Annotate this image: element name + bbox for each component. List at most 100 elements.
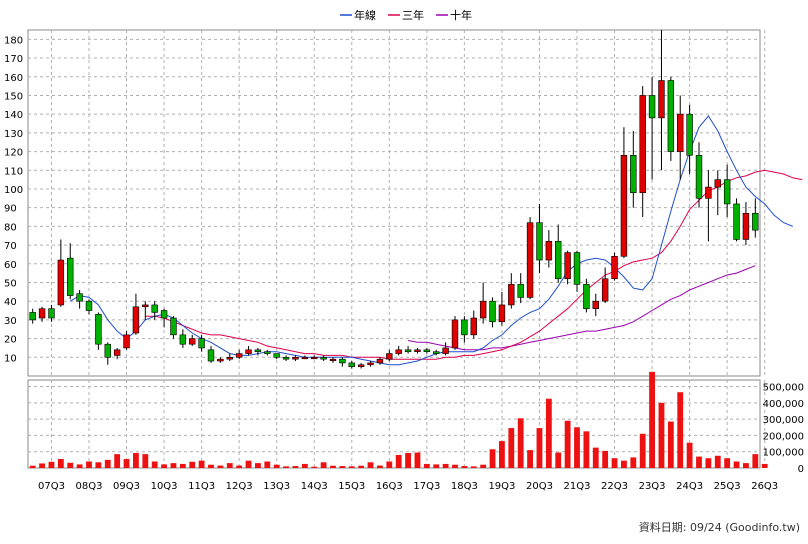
x-tick-label: 07Q3 [38,481,65,492]
candle-body [498,304,506,323]
x-tick-label: 09Q3 [113,481,140,492]
candle-body [376,358,384,364]
candle-body [367,362,374,366]
legend-label: 十年 [450,8,472,22]
candle-body [235,353,243,358]
candle-body [695,155,703,199]
volume-bar [133,453,139,468]
candle-body [555,241,562,280]
volume-tick-label: 200,000 [763,431,804,442]
x-tick-label: 24Q3 [676,481,703,492]
candle-body [329,358,337,361]
volume-bar [527,450,533,468]
legend-label: 年線 [354,8,376,22]
volume-bar [386,461,393,468]
candle-body [461,319,468,336]
volume-bar [564,420,571,468]
price-tick-label: 30 [4,316,17,327]
price-tick-label: 140 [4,110,23,121]
x-tick-label: 12Q3 [226,481,253,492]
volume-bar [161,464,167,468]
volume-tick-label: 500,000 [763,383,804,394]
candle-body [573,252,581,285]
volume-bar [423,463,430,468]
volume-bar [226,463,233,468]
candle-body [677,113,684,152]
candle-body [630,155,637,194]
volume-bar [743,463,749,468]
candle-body [151,304,158,313]
volume-bar [461,466,468,468]
volume-bar [574,427,580,468]
candle-body [479,300,487,319]
volume-tick-label: 300,000 [763,415,804,426]
volume-bar [602,450,609,468]
x-tick-label: 20Q3 [526,481,553,492]
volume-bar [57,459,64,468]
candle-body [170,317,177,336]
candle-body [301,356,309,360]
candle-body [526,222,534,298]
price-tick-label: 160 [4,73,23,84]
ma-3y-line [145,169,803,360]
volume-bar [452,464,458,468]
candle-body [132,306,140,334]
volume-bar [67,462,74,468]
volume-bar [179,463,186,468]
candle-body [386,353,393,360]
x-tick-label: 26Q3 [751,481,778,492]
candle-body [583,284,590,309]
legend-label: 三年 [402,8,424,22]
candle-body [601,278,609,302]
candle-body [714,179,721,188]
x-tick-label: 19Q3 [488,481,515,492]
moving-average-lines [69,115,803,366]
volume-bar [536,428,543,468]
volume-bar [611,458,618,468]
price-tick-label: 80 [4,222,17,233]
x-tick-label: 11Q3 [188,481,215,492]
candle-body [536,222,543,261]
volume-bar [114,454,121,468]
candle-body [686,113,693,156]
candle-body [104,343,111,358]
candle-body [282,356,290,360]
source-label: 資料日期: 09/24 (Goodinfo.tw) [639,520,800,534]
volume-bar [724,458,731,468]
volume-bar [104,459,111,468]
candle-body [273,353,280,358]
candle-body [179,334,187,345]
candle-body [592,300,599,309]
candle-body [142,304,149,308]
volume-bar [761,463,768,468]
volume-bar [649,371,655,468]
price-tick-label: 150 [4,91,23,102]
volume-bar [395,454,402,468]
volume-bar [76,464,83,468]
volume-bar [189,461,196,468]
volume-bar [752,454,759,468]
volume-bar [142,454,149,468]
volume-bar [123,459,130,468]
x-tick-label: 14Q3 [301,481,328,492]
volume-bar [677,392,684,468]
volume-bar [320,462,327,468]
volume-bar [367,462,374,468]
candle-body [423,349,431,352]
candle-body [564,252,571,280]
volume-bar [686,442,693,468]
volume-bar [733,461,740,468]
legend: 年線 三年 十年 [340,8,472,22]
volume-bars [29,371,768,468]
volume-bar [245,460,252,468]
candle-body [264,351,271,354]
x-tick-label: 17Q3 [413,481,440,492]
volume-bar [470,466,477,468]
volume-bar [696,456,702,468]
price-tick-label: 60 [4,260,17,271]
volume-bar [236,465,243,468]
volume-bar [621,460,627,468]
price-tick-label: 120 [4,148,23,159]
volume-bar [405,453,411,468]
